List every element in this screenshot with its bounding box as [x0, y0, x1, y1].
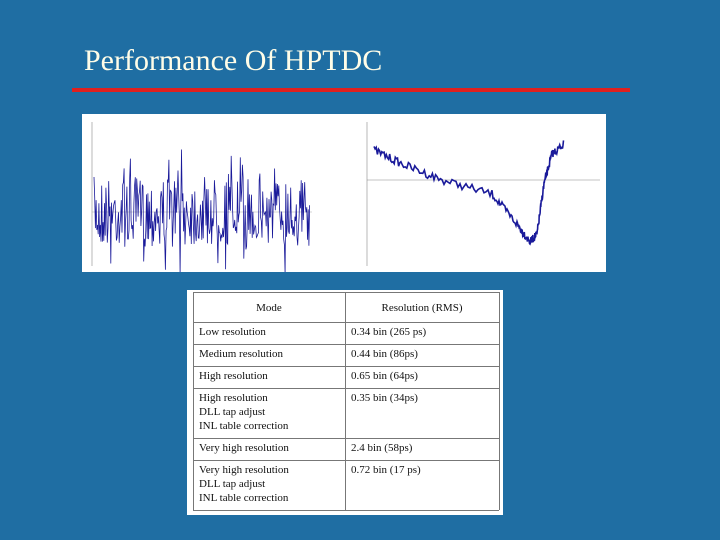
slide-title: Performance Of HPTDC — [84, 44, 383, 77]
table-cell: 0.34 bin (265 ps) — [351, 326, 427, 338]
table-cell: DLL tap adjust — [199, 406, 266, 418]
table-cell: 0.44 bin (86ps) — [351, 348, 418, 360]
title-rule — [72, 88, 630, 92]
table-cell: 0.65 bin (64ps) — [351, 370, 418, 382]
table-cell: Medium resolution — [199, 348, 284, 360]
trace-line — [93, 149, 310, 272]
table-border — [193, 438, 499, 439]
table-cell: High resolution — [199, 392, 268, 404]
table-cell: INL table correction — [199, 420, 289, 432]
table-cell: Very high resolution — [199, 464, 289, 476]
left-plot-trace — [93, 149, 310, 272]
table-border — [193, 366, 499, 367]
table-cell: Very high resolution — [199, 442, 289, 454]
table-cell: High resolution — [199, 370, 268, 382]
table-cell: Low resolution — [199, 326, 266, 338]
table-border — [193, 460, 499, 461]
table-border — [499, 292, 500, 510]
trace-line — [373, 140, 565, 246]
table-border — [193, 344, 499, 345]
table-border — [193, 510, 499, 511]
table-border — [193, 322, 499, 323]
resolution-table: Mode Resolution (RMS) Low resolution 0.34 b… — [187, 290, 503, 515]
right-plot-panel — [352, 114, 606, 272]
table-cell: 0.35 bin (34ps) — [351, 392, 418, 404]
right-plot-trace — [373, 140, 565, 246]
table-border — [193, 388, 499, 389]
table-border — [193, 292, 499, 293]
table-cell: 0.72 bin (17 ps) — [351, 464, 421, 476]
header-cell: Mode — [256, 302, 282, 314]
table-border — [345, 292, 346, 510]
table-border — [193, 292, 194, 510]
table-cell: 2.4 bin (58ps) — [351, 442, 413, 454]
table-cell: INL table correction — [199, 492, 289, 504]
plot-images — [82, 114, 606, 272]
header-cell: Resolution (RMS) — [381, 302, 463, 314]
table-cell: DLL tap adjust — [199, 478, 266, 490]
